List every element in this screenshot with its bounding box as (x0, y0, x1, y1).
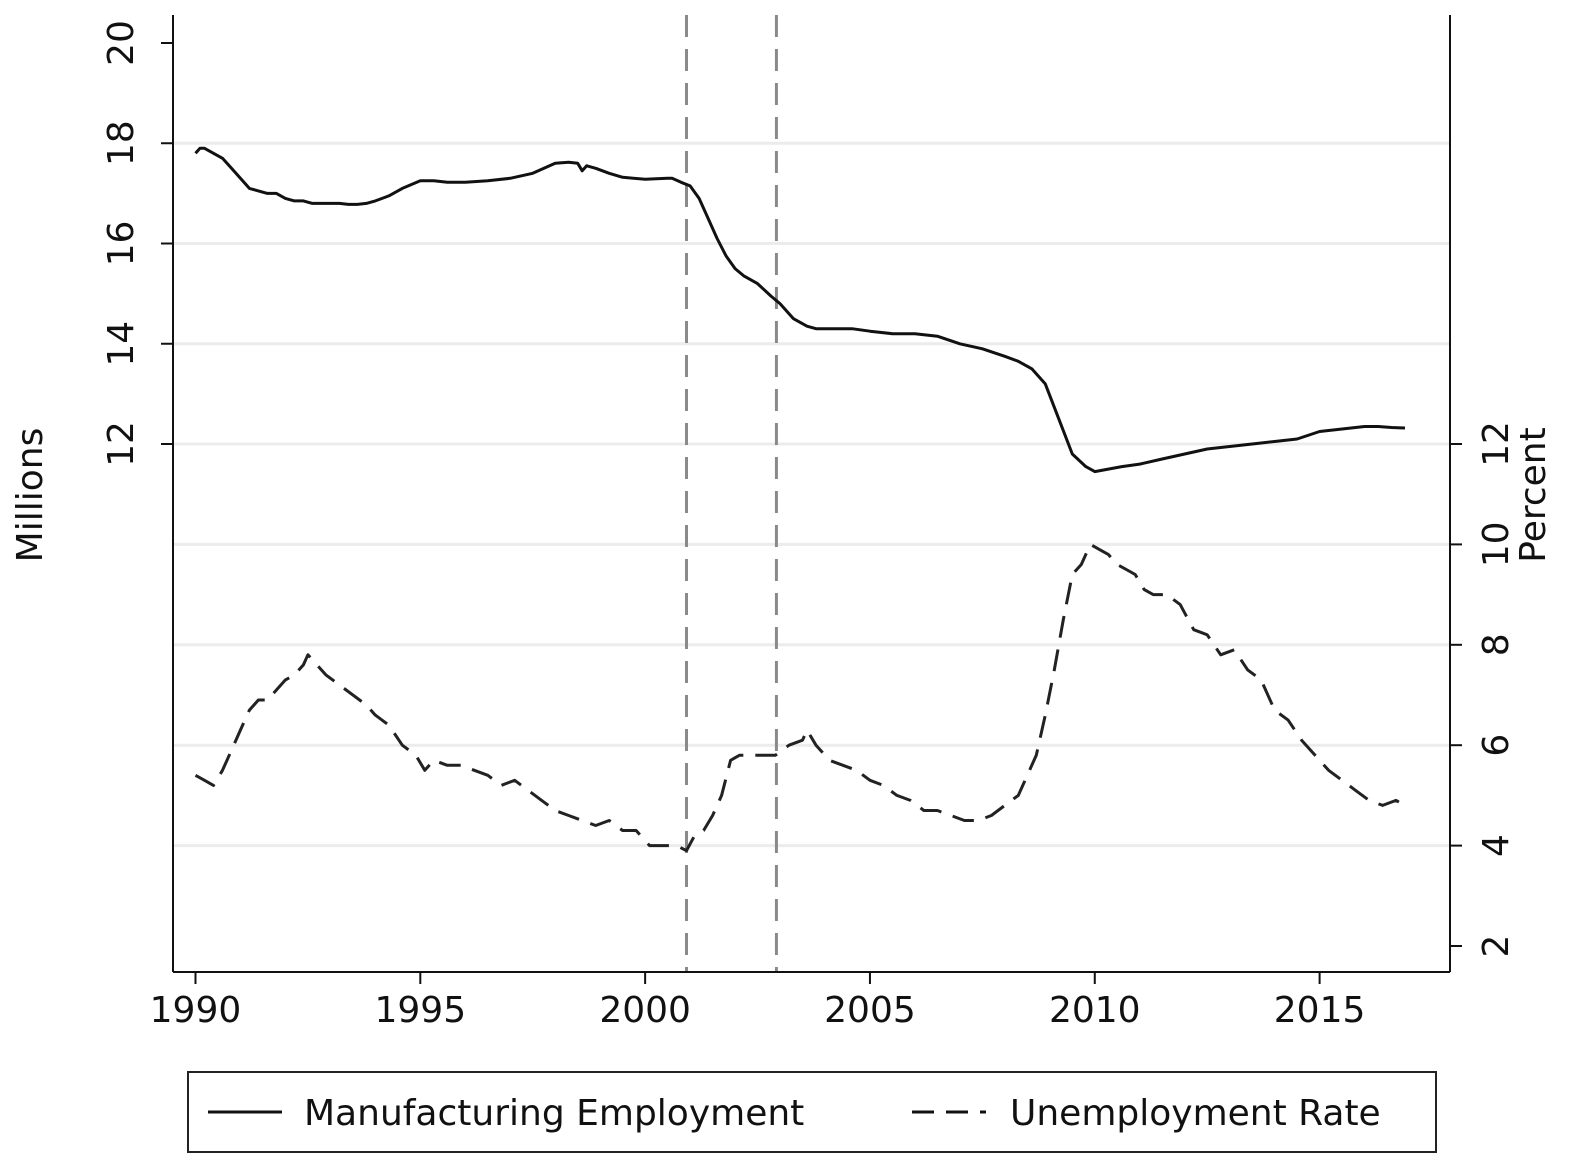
y-left-tick-label-20: 20 (101, 20, 142, 66)
y-right-tick-label-8: 8 (1476, 633, 1517, 656)
series-line-manufacturing-employment (194, 146, 1406, 474)
y-right-tick-label-10: 10 (1476, 521, 1517, 567)
x-tick-label-1990: 1990 (150, 990, 242, 1031)
x-tick-label-2015: 2015 (1274, 990, 1366, 1031)
axes: 1990 1995 2000 2005 2010 2015 12 14 16 18 20 2 4 6 8 10… (101, 15, 1517, 1031)
x-tick-label-2010: 2010 (1049, 990, 1141, 1031)
y-axis-right-title: Percent (1513, 427, 1554, 562)
gridlines (173, 141, 1450, 848)
x-tick-label-2005: 2005 (824, 990, 916, 1031)
y-left-tick-label-14: 14 (101, 321, 142, 367)
x-tick-label-1995: 1995 (374, 990, 466, 1031)
legend: Manufacturing Employment Unemployment Ra… (187, 1071, 1437, 1153)
legend-label-unemployment: Unemployment Rate (1010, 1093, 1381, 1134)
y-right-tick-label-4: 4 (1476, 834, 1517, 857)
reference-lines (684, 15, 778, 972)
legend-label-manufacturing: Manufacturing Employment (304, 1093, 804, 1134)
y-left-tick-label-12: 12 (101, 421, 142, 467)
x-tick-label-2000: 2000 (599, 990, 691, 1031)
y-axis-left-title: Millions (10, 428, 51, 563)
series-lines (194, 146, 1406, 853)
y-left-tick-label-16: 16 (101, 221, 142, 267)
y-left-tick-label-18: 18 (101, 120, 142, 166)
series-line-unemployment-rate (194, 542, 1406, 853)
y-right-tick-label-12: 12 (1476, 421, 1517, 467)
legend-box (187, 1071, 1437, 1153)
y-right-tick-label-6: 6 (1476, 734, 1517, 757)
y-right-tick-label-2: 2 (1476, 935, 1517, 958)
